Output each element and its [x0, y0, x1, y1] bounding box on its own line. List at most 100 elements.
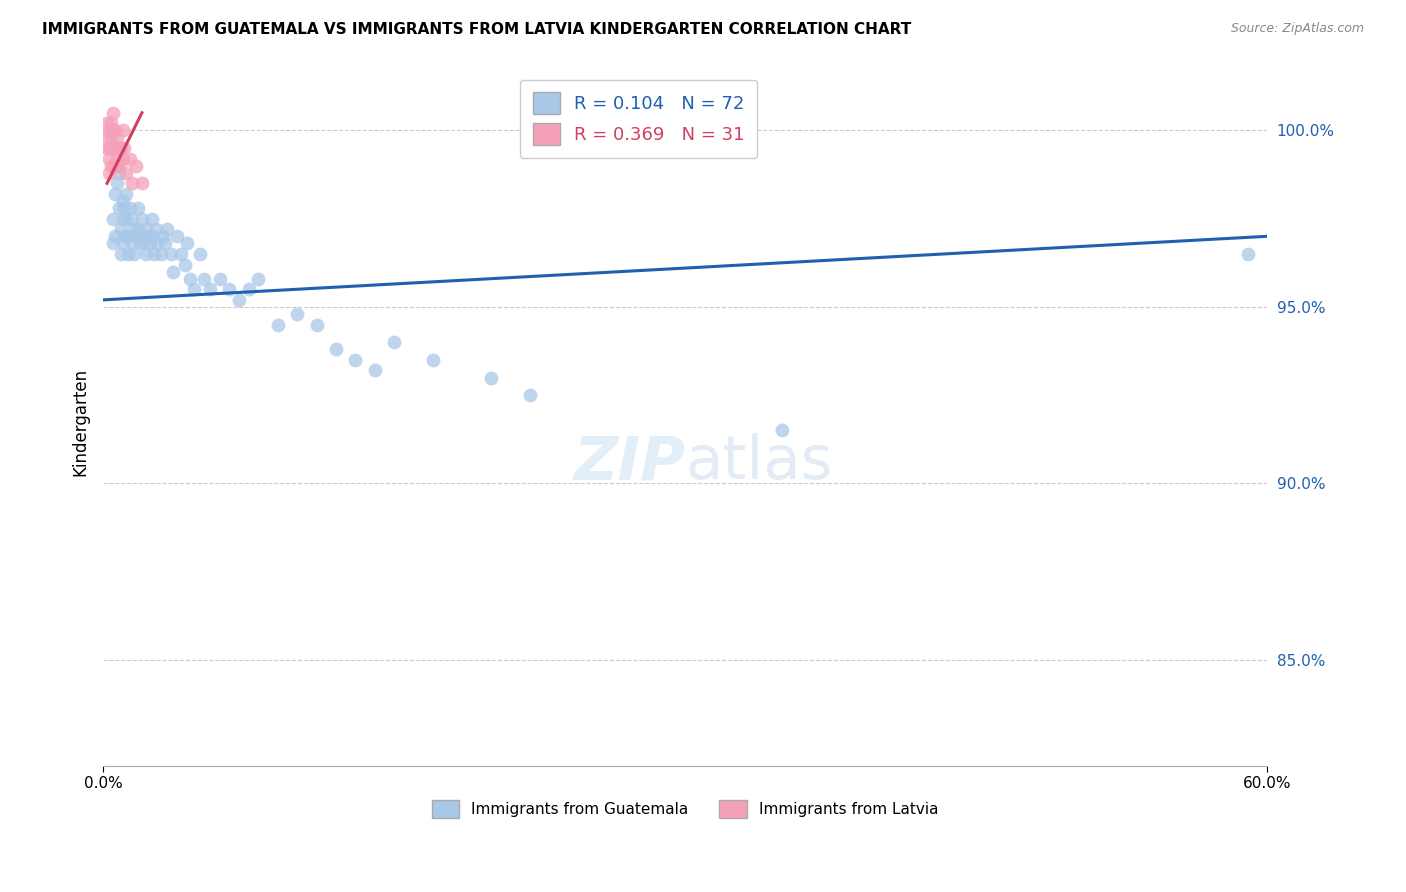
Point — [150, 247, 173, 261]
Point — [97, 152, 120, 166]
Point — [179, 271, 201, 285]
Point — [104, 123, 127, 137]
Point — [107, 201, 129, 215]
Point — [96, 130, 118, 145]
Point — [100, 116, 122, 130]
Point — [97, 141, 120, 155]
Point — [131, 211, 153, 226]
Point — [267, 318, 290, 332]
Point — [519, 388, 541, 402]
Point — [107, 166, 129, 180]
Point — [101, 105, 124, 120]
Point — [100, 130, 122, 145]
Point — [104, 141, 127, 155]
Point — [105, 130, 128, 145]
Point — [145, 222, 167, 236]
Point — [131, 229, 153, 244]
Point — [101, 211, 124, 226]
Text: ZIP: ZIP — [574, 434, 685, 492]
Point — [364, 363, 387, 377]
Point — [183, 282, 205, 296]
Point — [107, 159, 129, 173]
Point — [238, 282, 260, 296]
Point — [96, 141, 118, 155]
Point — [111, 236, 134, 251]
Point — [305, 318, 328, 332]
Point — [146, 236, 169, 251]
Point — [325, 343, 347, 357]
Point — [228, 293, 250, 307]
Point — [101, 236, 124, 251]
Point — [141, 229, 163, 244]
Point — [127, 201, 149, 215]
Point — [193, 271, 215, 285]
Point — [135, 222, 157, 236]
Point — [1236, 247, 1258, 261]
Point — [198, 282, 221, 296]
Point — [173, 258, 195, 272]
Point — [138, 236, 160, 251]
Point — [208, 271, 231, 285]
Point — [122, 247, 145, 261]
Point — [770, 424, 793, 438]
Point — [160, 247, 183, 261]
Point — [121, 236, 143, 251]
Point — [152, 229, 174, 244]
Point — [115, 166, 138, 180]
Point — [101, 159, 124, 173]
Point — [117, 247, 139, 261]
Point — [97, 166, 120, 180]
Point — [122, 222, 145, 236]
Point — [166, 229, 188, 244]
Point — [110, 141, 132, 155]
Point — [135, 247, 157, 261]
Point — [156, 222, 179, 236]
Point — [121, 177, 143, 191]
Point — [110, 222, 132, 236]
Point — [285, 307, 308, 321]
Text: atlas: atlas — [685, 434, 832, 492]
Point — [110, 247, 132, 261]
Point — [127, 222, 149, 236]
Point — [344, 352, 367, 367]
Point — [104, 159, 127, 173]
Point — [107, 141, 129, 155]
Point — [153, 236, 176, 251]
Point — [101, 123, 124, 137]
Point — [101, 141, 124, 155]
Point — [120, 152, 142, 166]
Point — [120, 201, 142, 215]
Point — [111, 152, 134, 166]
Y-axis label: Kindergarten: Kindergarten — [72, 368, 89, 475]
Legend: Immigrants from Guatemala, Immigrants from Latvia: Immigrants from Guatemala, Immigrants fr… — [426, 794, 945, 823]
Point — [114, 229, 136, 244]
Point — [117, 229, 139, 244]
Point — [131, 177, 153, 191]
Point — [188, 247, 211, 261]
Point — [105, 159, 128, 173]
Point — [115, 186, 138, 201]
Point — [105, 152, 128, 166]
Point — [132, 236, 155, 251]
Point — [100, 159, 122, 173]
Point — [170, 247, 193, 261]
Point — [105, 177, 128, 191]
Point — [111, 194, 134, 208]
Point — [141, 211, 163, 226]
Point — [422, 352, 444, 367]
Point — [100, 141, 122, 155]
Point — [114, 141, 136, 155]
Point — [382, 335, 405, 350]
Text: Source: ZipAtlas.com: Source: ZipAtlas.com — [1230, 22, 1364, 36]
Point — [111, 211, 134, 226]
Point — [142, 247, 165, 261]
Point — [114, 201, 136, 215]
Point — [121, 211, 143, 226]
Point — [111, 123, 134, 137]
Point — [125, 159, 148, 173]
Point — [247, 271, 270, 285]
Point — [218, 282, 240, 296]
Point — [176, 236, 198, 251]
Point — [162, 264, 184, 278]
Text: IMMIGRANTS FROM GUATEMALA VS IMMIGRANTS FROM LATVIA KINDERGARTEN CORRELATION CHA: IMMIGRANTS FROM GUATEMALA VS IMMIGRANTS … — [42, 22, 911, 37]
